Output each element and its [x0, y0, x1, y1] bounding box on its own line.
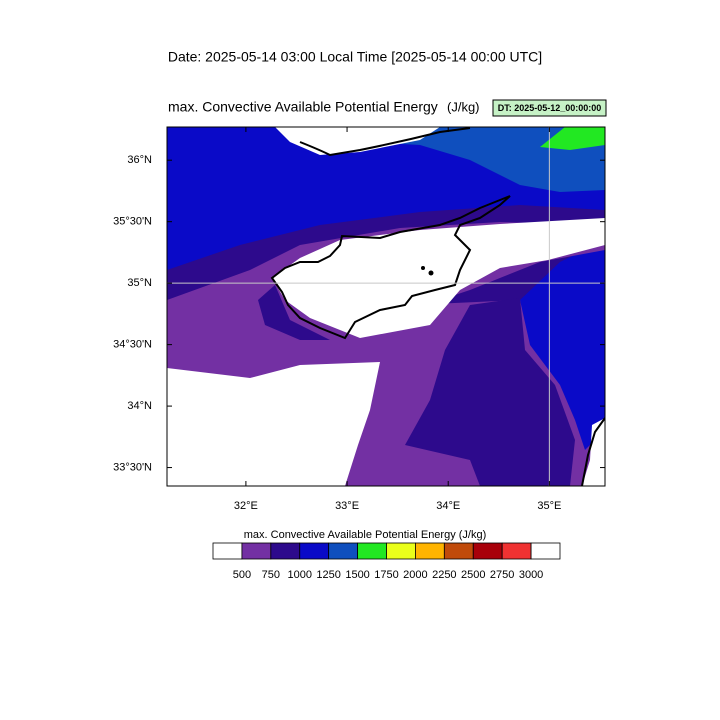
field-region: [582, 418, 605, 486]
colorbar-box: [270, 542, 301, 560]
x-tick-label: 32°E: [234, 500, 258, 512]
coastline: [270, 195, 511, 340]
y-tick-label: 34°N: [127, 400, 152, 412]
field-region: [258, 285, 330, 340]
x-tick-label: 34°E: [436, 500, 460, 512]
colorbar-label: 500: [233, 569, 251, 581]
y-tick-label: 35°N: [127, 277, 152, 289]
y-tick-label: 33°30'N: [113, 461, 152, 473]
colorbar-label: 2250: [432, 569, 456, 581]
colorbar-label: 2500: [461, 569, 485, 581]
colorbar-box: [328, 542, 358, 560]
x-tick-label: 33°E: [335, 500, 359, 512]
colorbar-label: 1000: [288, 569, 312, 581]
colorbar-box: [299, 542, 330, 560]
colorbar-label: 750: [262, 569, 280, 581]
colorbar-label: 1250: [316, 569, 340, 581]
map-title: max. Convective Available Potential Ener…: [168, 99, 438, 115]
y-tick-label: 35°30'N: [113, 216, 152, 228]
colorbar-label: 2750: [490, 569, 514, 581]
colorbar-label: 2000: [403, 569, 427, 581]
colorbar-box: [212, 542, 243, 560]
map-frame: [166, 126, 606, 487]
colorbar-box: [472, 542, 503, 560]
field-region: [405, 298, 575, 486]
colorbar-box: [530, 542, 561, 560]
run-label-box: [492, 99, 607, 117]
colorbar-label: 3000: [519, 569, 543, 581]
colorbar-box: [241, 542, 272, 560]
header-title: Date: 2025-05-14 03:00 Local Time [2025-…: [168, 49, 542, 65]
colorbar-label: 1750: [374, 569, 398, 581]
lake: [428, 270, 434, 276]
colorbar-box: [443, 542, 474, 560]
coastline: [581, 417, 605, 486]
coastline: [299, 127, 471, 157]
field-region: [290, 127, 605, 192]
run-label: DT: 2025-05-12_00:00:00: [498, 103, 602, 113]
y-tick-label: 36°N: [127, 154, 152, 166]
colorbar-box: [415, 542, 445, 560]
colorbar-label: 1500: [345, 569, 369, 581]
x-tick-label: 35°E: [537, 500, 561, 512]
map-field: [167, 127, 605, 486]
field-region: [167, 362, 380, 486]
field-region: [272, 218, 605, 338]
colorbar-box: [501, 542, 532, 560]
lake: [421, 266, 425, 270]
y-tick-label: 34°30'N: [113, 339, 152, 351]
colorbar-title: max. Convective Available Potential Ener…: [244, 529, 487, 541]
colorbar-box: [357, 542, 387, 560]
field-region: [540, 127, 605, 150]
colorbar-box: [386, 542, 416, 560]
map-units: (J/kg): [447, 99, 480, 114]
